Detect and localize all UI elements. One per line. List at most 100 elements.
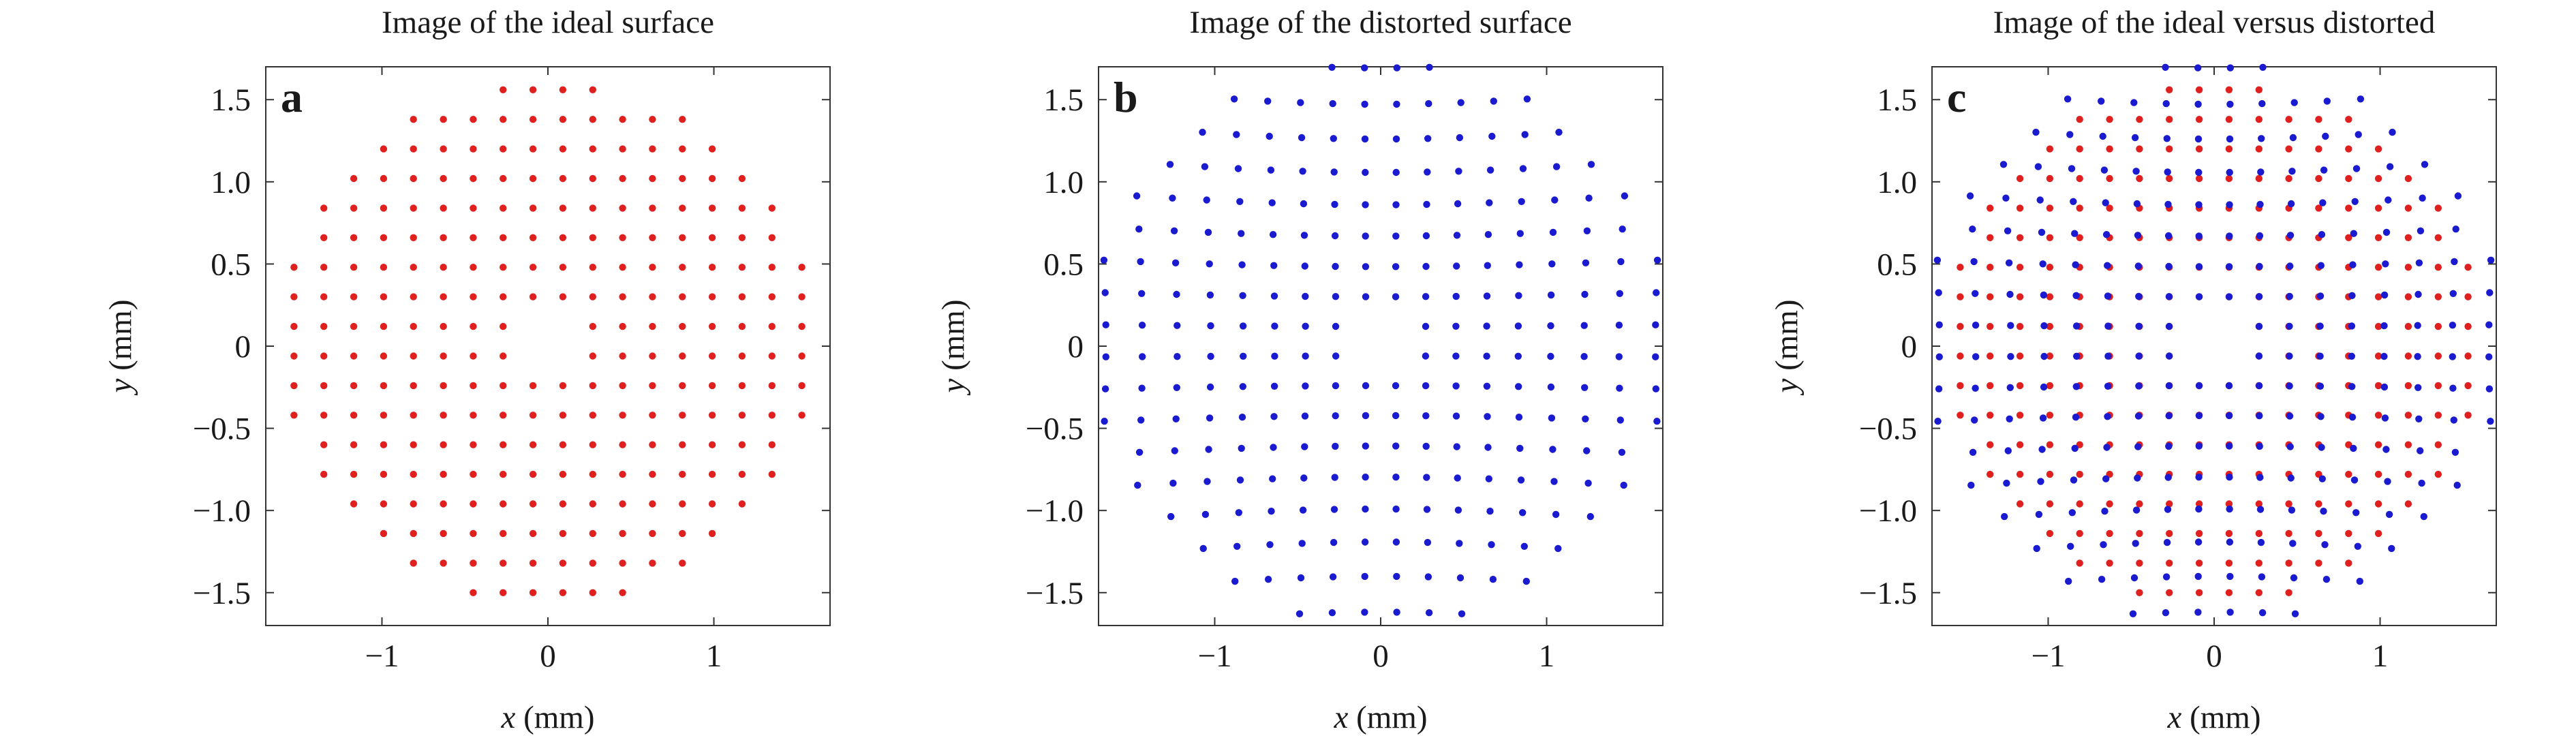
data-point <box>2404 293 2412 300</box>
data-point <box>2194 608 2202 616</box>
data-point <box>1329 573 1337 581</box>
data-point <box>2350 476 2359 484</box>
data-point <box>1301 262 1309 270</box>
data-point <box>2374 441 2382 448</box>
data-point <box>1453 232 1461 239</box>
data-point <box>1392 382 1400 390</box>
data-point <box>2404 382 2412 390</box>
data-point <box>2106 204 2113 212</box>
data-point <box>1206 291 1214 299</box>
data-point <box>470 589 477 596</box>
data-point <box>1264 576 1272 583</box>
data-point <box>1329 99 1336 108</box>
data-point <box>2374 352 2382 360</box>
data-point <box>708 470 716 478</box>
data-point <box>2315 145 2322 153</box>
data-point <box>2002 194 2010 202</box>
data-point <box>1199 544 1207 553</box>
data-point <box>2225 412 2233 420</box>
data-point <box>2103 444 2111 451</box>
data-point <box>738 382 746 390</box>
data-point <box>470 322 477 330</box>
data-point <box>649 322 656 330</box>
data-point <box>1166 161 1174 168</box>
data-point <box>2195 442 2203 450</box>
data-point <box>2258 609 2267 617</box>
data-point <box>2162 609 2170 617</box>
data-point <box>2068 509 2076 517</box>
data-point <box>2449 384 2457 392</box>
x-axis-label-unit: (mm) <box>515 700 594 735</box>
data-point <box>529 174 537 183</box>
data-point <box>2345 500 2352 508</box>
data-point <box>1583 447 1591 454</box>
data-point <box>2006 290 2014 298</box>
data-point <box>529 204 537 212</box>
data-point <box>470 204 477 212</box>
data-point <box>1454 506 1462 514</box>
data-point <box>1169 479 1177 487</box>
data-point <box>2464 412 2472 419</box>
data-point <box>2255 529 2263 538</box>
data-point <box>440 322 447 330</box>
data-point <box>2485 385 2494 392</box>
data-point <box>1170 227 1178 234</box>
data-point <box>2106 559 2113 567</box>
data-point <box>2382 446 2390 453</box>
data-point <box>2162 63 2169 72</box>
data-point <box>2162 573 2171 581</box>
data-point <box>1330 506 1338 513</box>
y-axis-label-var: y <box>1769 379 1805 396</box>
data-point <box>1971 416 1978 424</box>
x-axis-label: x (mm) <box>1333 700 1427 735</box>
data-point <box>2434 264 2442 271</box>
data-point <box>589 293 596 300</box>
data-point <box>410 264 417 271</box>
data-point <box>1362 505 1369 513</box>
data-point <box>798 264 806 271</box>
y-tick-label: 0.5 <box>1877 247 1917 282</box>
data-point <box>380 441 388 448</box>
x-tick-label: 0 <box>540 638 556 674</box>
x-tick-label: −1 <box>2031 638 2065 674</box>
data-point <box>2389 128 2396 136</box>
data-point <box>1488 132 1496 140</box>
data-point <box>320 382 328 390</box>
data-point <box>470 293 477 300</box>
data-point <box>440 412 447 419</box>
y-axis-label-var: y <box>103 379 138 396</box>
data-point <box>2032 128 2040 136</box>
data-point <box>679 145 686 153</box>
data-point <box>1238 414 1246 421</box>
data-point <box>1554 544 1562 553</box>
data-point <box>2226 572 2234 581</box>
data-point <box>2164 474 2172 481</box>
data-point <box>2195 412 2203 420</box>
data-point <box>2434 441 2442 448</box>
data-point <box>1583 227 1591 234</box>
data-point <box>1621 192 1629 200</box>
data-point <box>1456 540 1463 547</box>
data-point <box>1392 538 1400 546</box>
data-point <box>1581 384 1589 391</box>
data-point <box>1957 352 1964 360</box>
x-axis-label-var: x <box>500 700 515 735</box>
data-point <box>1362 232 1369 240</box>
data-point <box>559 116 567 123</box>
data-point <box>1270 382 1278 390</box>
data-point <box>2382 260 2389 268</box>
data-point <box>619 529 626 538</box>
data-point <box>2194 64 2202 72</box>
y-axis-label: y (mm) <box>103 299 138 395</box>
data-point <box>529 529 537 538</box>
data-point <box>1652 385 1660 392</box>
series-0 <box>1100 63 1661 617</box>
data-point <box>2166 145 2173 153</box>
data-point <box>2165 322 2173 330</box>
data-point <box>2434 352 2442 360</box>
data-point <box>2315 174 2322 183</box>
data-point <box>2076 234 2083 241</box>
data-point <box>1486 508 1494 515</box>
data-point <box>768 412 776 419</box>
data-point <box>1235 509 1243 517</box>
